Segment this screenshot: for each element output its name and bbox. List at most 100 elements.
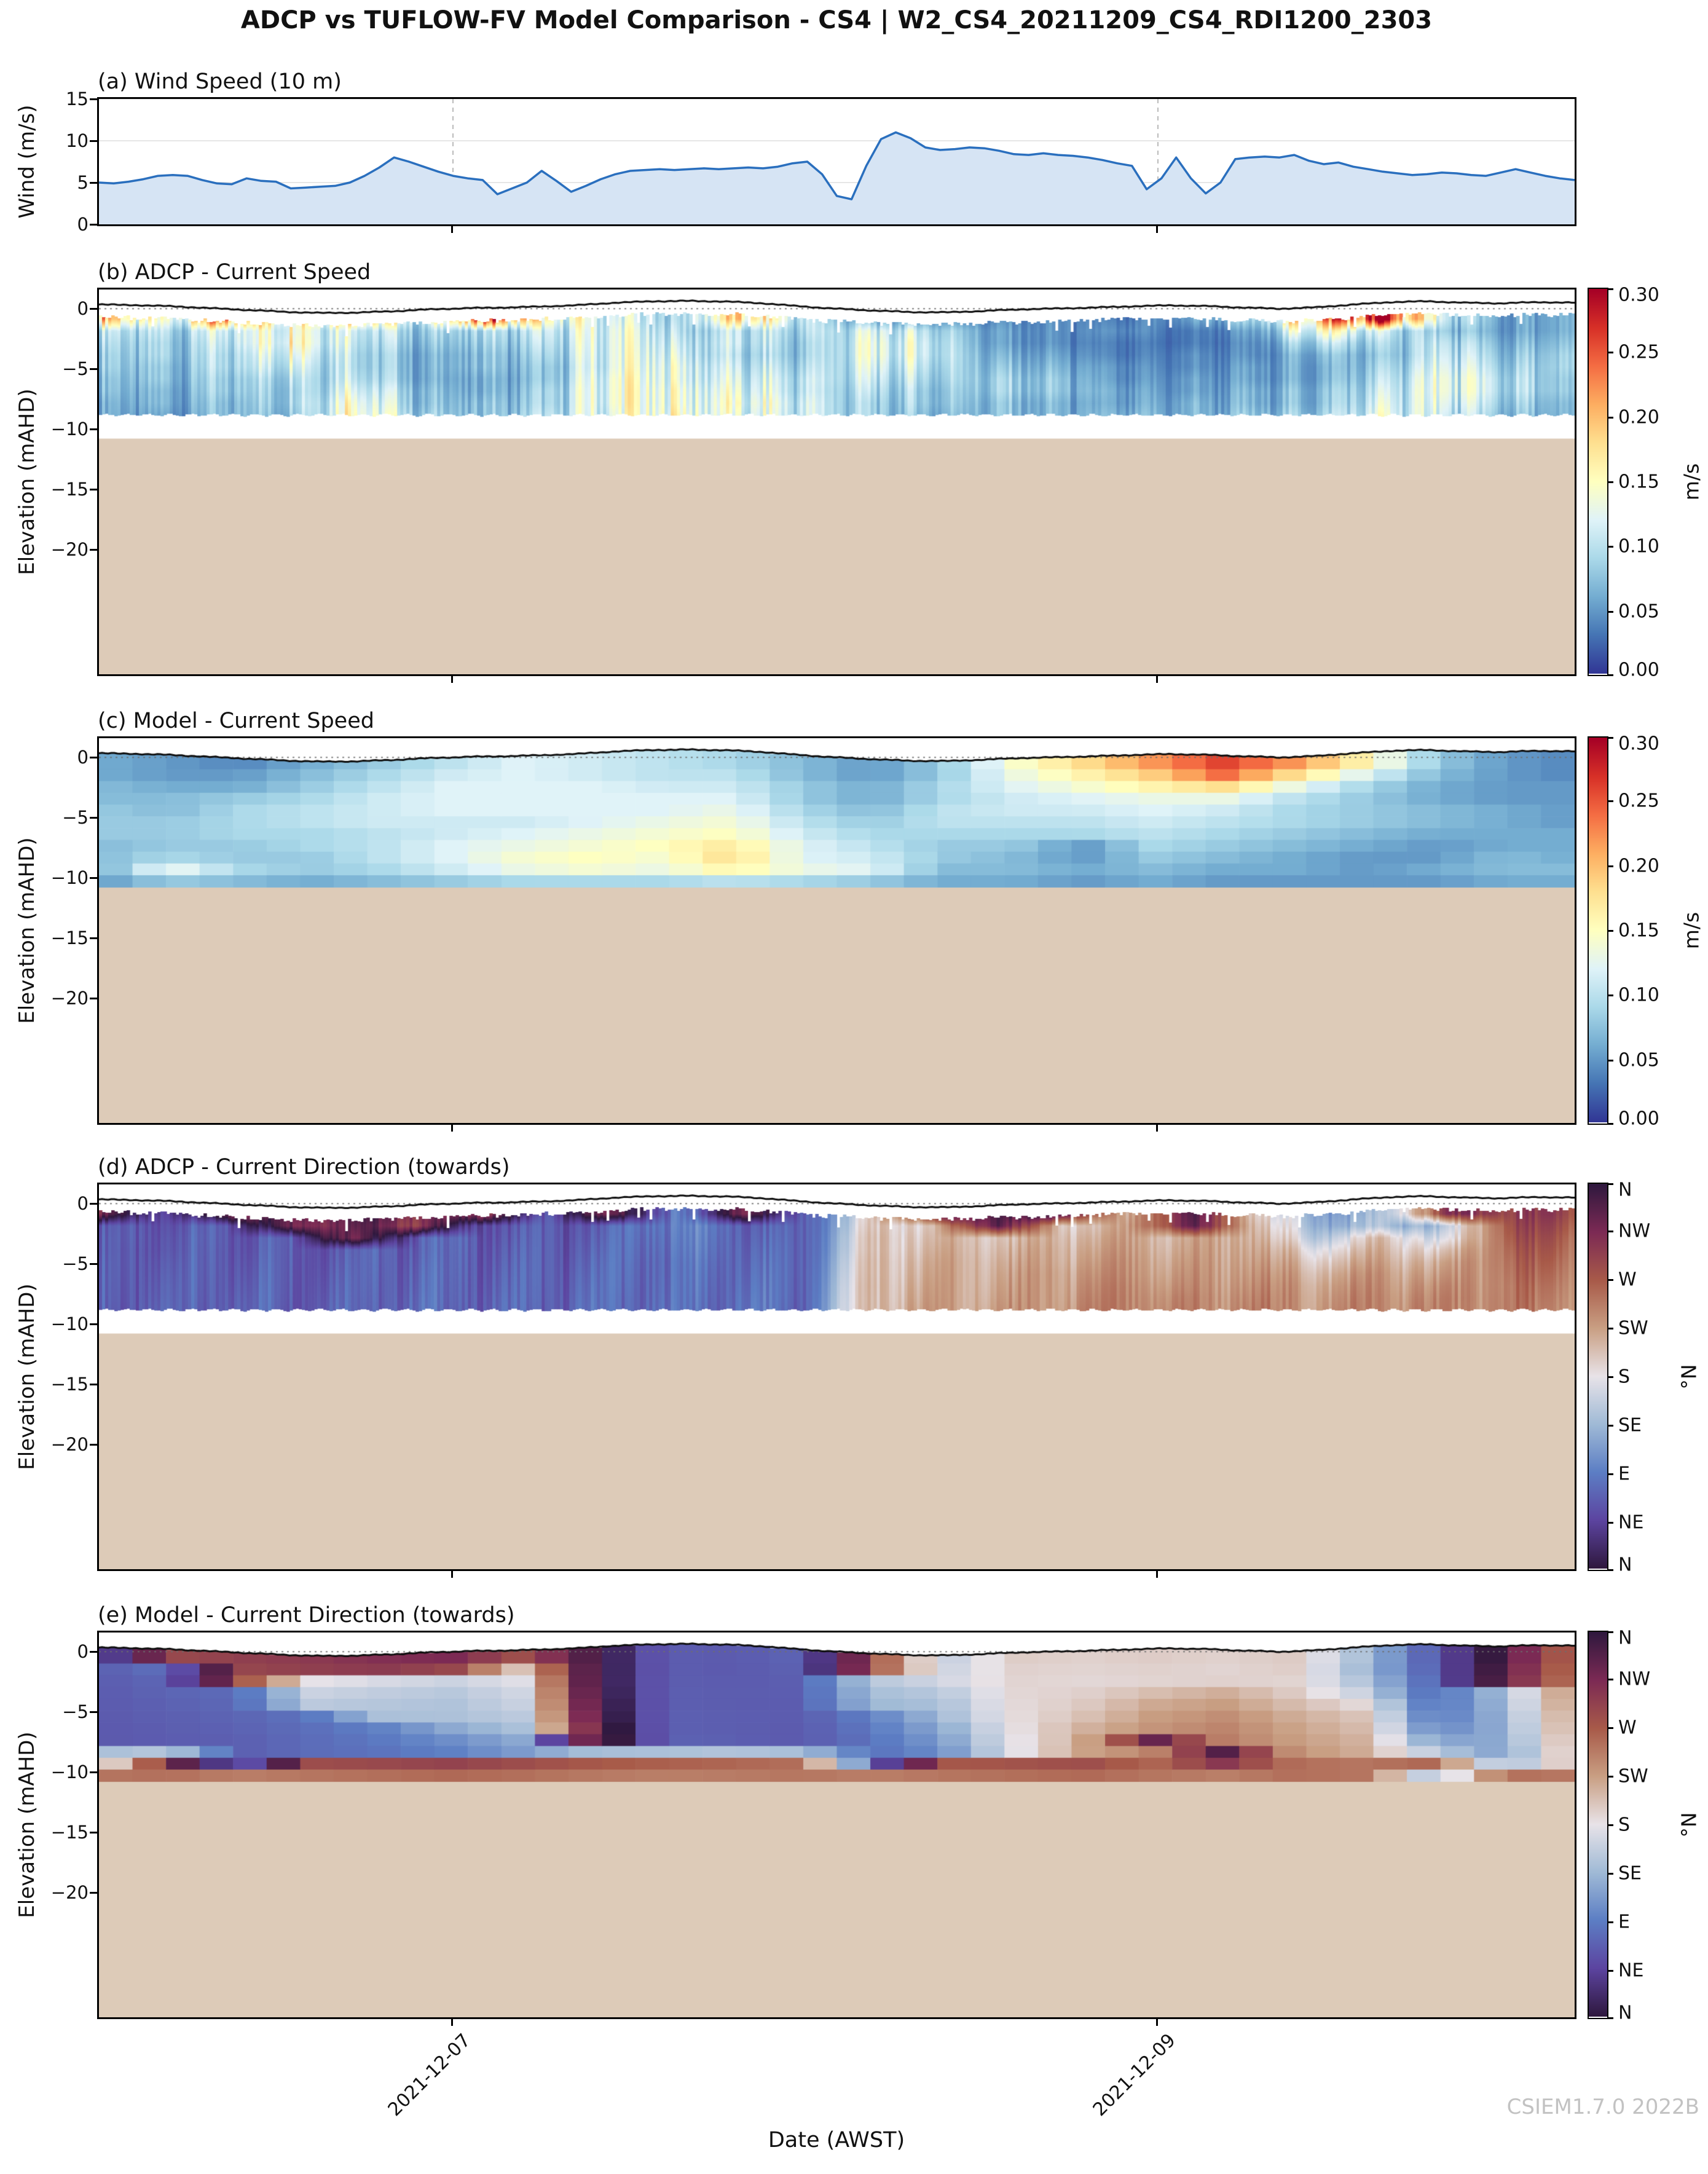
colorbar-unit-d: °N <box>1677 1364 1701 1390</box>
x-tick-mark <box>451 2018 453 2026</box>
colorbar-tick-label: NW <box>1618 1668 1651 1690</box>
colorbar-tick-mark <box>1607 1776 1613 1778</box>
colorbar-tick-mark <box>1607 1970 1613 1972</box>
colorbar-unit-b: m/s <box>1679 463 1704 501</box>
colorbar-tick-label: E <box>1618 1463 1630 1485</box>
colorbar-tick-label: N <box>1618 1627 1632 1649</box>
colorbar-tick-label: E <box>1618 1911 1630 1933</box>
panel-model-speed: (c) Model - Current Speed <box>97 709 1576 1125</box>
y-tick-mark <box>90 757 97 759</box>
colorbar-tick-label: 0.00 <box>1618 659 1659 681</box>
colorbar-tick-label: 0.10 <box>1618 984 1659 1006</box>
y-tick-mark <box>90 428 97 430</box>
colorbar-tick-mark <box>1607 737 1613 739</box>
colorbar-tick-mark <box>1607 1631 1613 1633</box>
y-tick-mark <box>90 1383 97 1385</box>
colorbar-tick-label: N <box>1618 2002 1632 2024</box>
y-tick-mark <box>90 1323 97 1325</box>
colorbar-tick-label: 0.25 <box>1618 341 1659 363</box>
y-tick-label: 0 <box>77 214 89 235</box>
panel-adcp-direction: (d) ADCP - Current Direction (towards) <box>97 1155 1576 1571</box>
y-tick-mark <box>90 1891 97 1894</box>
colorbar-tick-label: S <box>1618 1366 1631 1388</box>
colorbar-tick-mark <box>1607 352 1613 354</box>
colorbar-tick-mark <box>1607 1123 1613 1125</box>
figure-title: ADCP vs TUFLOW-FV Model Comparison - CS4… <box>240 6 1433 34</box>
y-tick-mark <box>90 1651 97 1653</box>
y-tick-mark <box>90 1711 97 1714</box>
y-tick-mark <box>90 997 97 999</box>
colorbar-tick-label: NW <box>1618 1220 1651 1242</box>
colorbar-tick-mark <box>1607 865 1613 867</box>
y-tick-label: −5 <box>62 358 89 380</box>
colorbar-tick-label: 0.20 <box>1618 406 1659 428</box>
y-tick-label: 0 <box>77 747 89 768</box>
model-direction-heatmap <box>99 1632 1575 2017</box>
colorbar-tick-mark <box>1607 546 1613 548</box>
colorbar-tick-mark <box>1607 930 1613 932</box>
colorbar-tick-mark <box>1607 288 1613 290</box>
colorbar-tick-label: SE <box>1618 1862 1642 1885</box>
y-tick-mark <box>90 368 97 371</box>
colorbar-tick-mark <box>1607 1522 1613 1524</box>
colorbar-tick-label: 0.10 <box>1618 535 1659 557</box>
y-tick-label: 10 <box>66 130 89 151</box>
colorbar-tick-mark <box>1607 1727 1613 1729</box>
y-tick-label: −5 <box>62 1253 89 1275</box>
y-tick-label: 0 <box>77 1641 89 1663</box>
colorbar-tick-mark <box>1607 1824 1613 1826</box>
colorbar-tick-label: NE <box>1618 1959 1644 1982</box>
x-tick-mark <box>1156 1124 1158 1132</box>
colorbar-tick-mark <box>1607 800 1613 803</box>
colorbar-tick-label: SE <box>1618 1414 1642 1436</box>
y-tick-label: −20 <box>50 1433 89 1455</box>
y-tick-mark <box>90 1443 97 1446</box>
x-tick-2021-12-09: 2021-12-09 <box>1088 2030 1180 2121</box>
y-tick-mark <box>90 817 97 819</box>
colorbar-tick-mark <box>1607 1425 1613 1427</box>
colorbar-tick-mark <box>1607 1231 1613 1232</box>
colorbar-tick-label: N <box>1618 1179 1632 1201</box>
model-speed-heatmap <box>99 738 1575 1123</box>
y-tick-label: 15 <box>66 89 89 109</box>
panel-adcp-speed: (b) ADCP - Current Speed <box>97 260 1576 676</box>
colorbar-tick-mark <box>1607 1679 1613 1680</box>
colorbar-speed-c <box>1588 736 1608 1125</box>
x-tick-mark <box>451 1124 453 1132</box>
y-tick-mark <box>90 876 97 879</box>
colorbar-tick-label: 0.20 <box>1618 855 1659 877</box>
y-tick-mark <box>90 1771 97 1773</box>
panel-c-title: (c) Model - Current Speed <box>98 709 374 733</box>
panel-a-title: (a) Wind Speed (10 m) <box>98 69 342 94</box>
colorbar-tick-mark <box>1607 481 1613 483</box>
y-tick-mark <box>90 308 97 310</box>
colorbar-tick-mark <box>1607 610 1613 613</box>
colorbar-tick-label: 0.05 <box>1618 601 1659 623</box>
y-tick-mark <box>90 1831 97 1833</box>
colorbar-tick-label: 0.00 <box>1618 1108 1659 1130</box>
colorbar-tick-mark <box>1607 1569 1613 1571</box>
colorbar-tick-label: 0.05 <box>1618 1049 1659 1071</box>
colorbar-tick-mark <box>1607 1059 1613 1061</box>
x-tick-mark <box>1156 226 1158 233</box>
panel-e-title: (e) Model - Current Direction (towards) <box>98 1603 515 1628</box>
y-tick-label: 5 <box>77 172 89 193</box>
colorbar-speed-b <box>1588 288 1608 676</box>
colorbar-tick-mark <box>1607 674 1613 676</box>
colorbar-tick-label: NE <box>1618 1511 1644 1534</box>
colorbar-tick-label: N <box>1618 1554 1632 1576</box>
panel-d-title: (d) ADCP - Current Direction (towards) <box>98 1155 510 1180</box>
colorbar-tick-label: W <box>1618 1717 1637 1739</box>
y-tick-label: 0 <box>77 298 89 320</box>
colorbar-tick-mark <box>1607 2017 1613 2019</box>
colorbar-tick-label: 0.30 <box>1618 733 1659 755</box>
colorbar-tick-label: 0.30 <box>1618 284 1659 306</box>
y-tick-label: −10 <box>50 418 89 439</box>
x-tick-mark <box>1156 2018 1158 2026</box>
y-tick-mark <box>90 182 97 184</box>
y-tick-label: −20 <box>50 987 89 1009</box>
y-tick-label: −15 <box>50 1821 89 1843</box>
y-tick-mark <box>90 488 97 490</box>
y-tick-mark <box>90 224 97 226</box>
wind-ylabel: Wind (m/s) <box>15 104 39 219</box>
